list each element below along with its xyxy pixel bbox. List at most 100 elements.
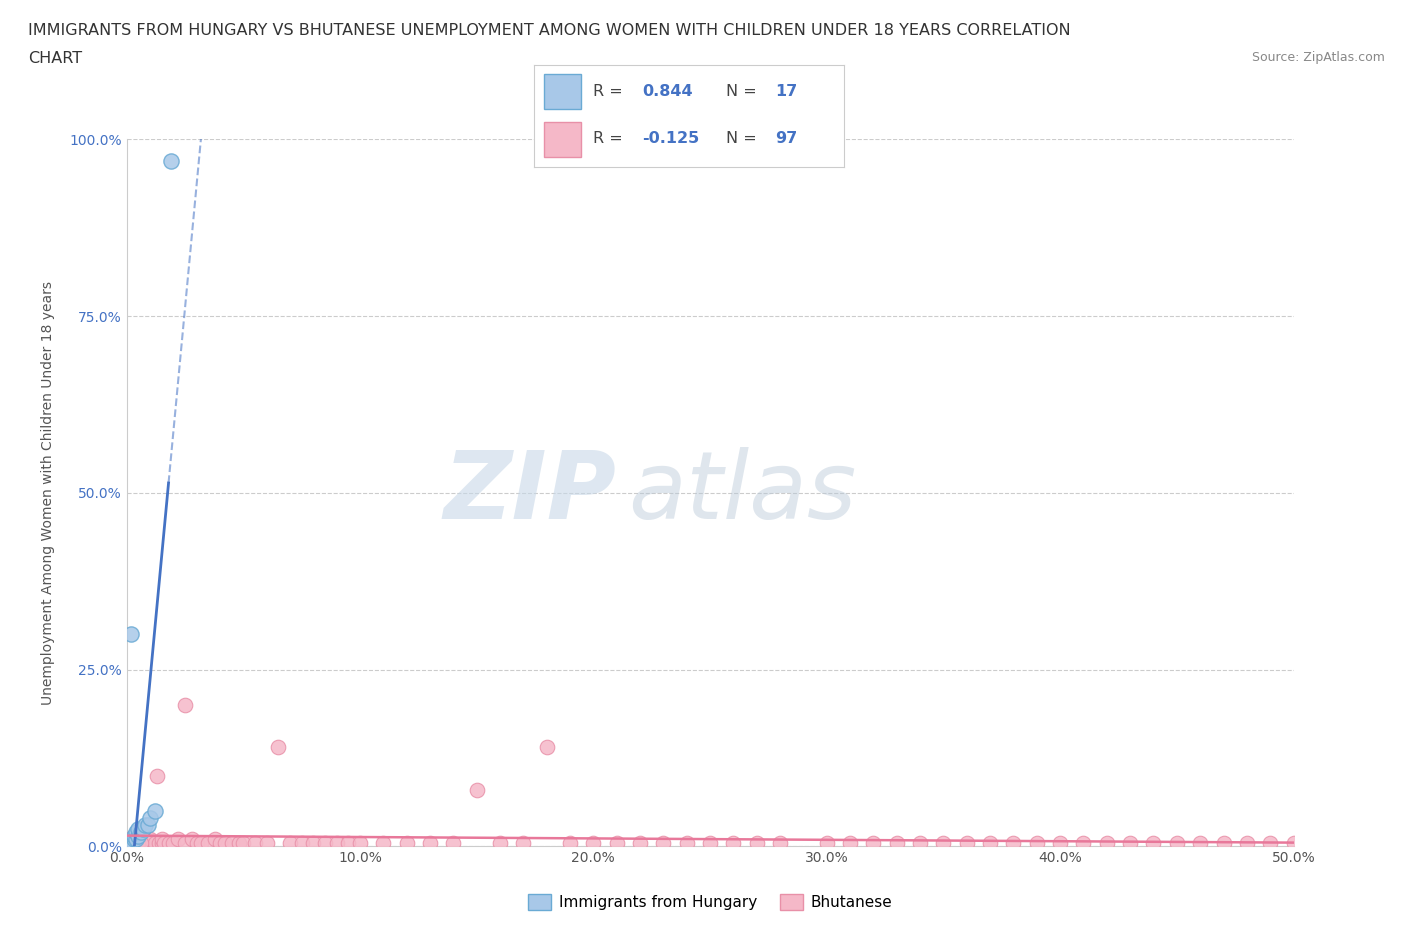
Point	[256, 835, 278, 850]
Point	[1002, 835, 1025, 850]
Point	[150, 831, 173, 846]
Point	[134, 817, 156, 832]
Point	[932, 835, 955, 850]
Y-axis label: Unemployment Among Women with Children Under 18 years: Unemployment Among Women with Children U…	[41, 281, 55, 705]
Point	[127, 821, 149, 836]
Point	[815, 835, 838, 850]
Point	[118, 835, 141, 850]
Point	[132, 835, 155, 850]
Point	[118, 831, 141, 846]
Point	[132, 831, 155, 846]
Point	[314, 835, 336, 850]
Point	[122, 829, 145, 844]
Point	[558, 835, 581, 850]
Text: CHART: CHART	[28, 51, 82, 66]
Point	[125, 835, 148, 850]
Text: 97: 97	[776, 131, 797, 146]
Point	[127, 835, 149, 850]
Point	[153, 835, 176, 850]
Point	[1236, 835, 1258, 850]
Point	[148, 835, 170, 850]
Point	[118, 835, 141, 850]
Point	[1095, 835, 1118, 850]
Point	[136, 817, 159, 832]
Point	[373, 835, 395, 850]
Point	[243, 835, 266, 850]
Point	[125, 831, 148, 846]
Point	[1073, 835, 1095, 850]
Point	[208, 835, 231, 850]
Point	[143, 804, 166, 818]
Text: atlas: atlas	[628, 447, 856, 538]
Point	[132, 821, 155, 836]
Point	[1189, 835, 1212, 850]
Point	[120, 831, 142, 846]
Point	[582, 835, 605, 850]
Point	[120, 835, 142, 850]
Point	[441, 835, 464, 850]
Point	[349, 835, 371, 850]
Point	[134, 831, 156, 846]
Point	[214, 835, 236, 850]
Point	[146, 768, 169, 783]
Point	[139, 811, 162, 826]
Point	[723, 835, 745, 850]
Point	[120, 835, 142, 850]
Legend: Immigrants from Hungary, Bhutanese: Immigrants from Hungary, Bhutanese	[522, 888, 898, 916]
Point	[127, 829, 149, 844]
Point	[122, 829, 145, 844]
Point	[908, 835, 931, 850]
Point	[512, 835, 534, 850]
Point	[125, 835, 148, 850]
Point	[162, 835, 184, 850]
Text: -0.125: -0.125	[643, 131, 700, 146]
Text: N =: N =	[725, 84, 762, 99]
Point	[699, 835, 721, 850]
Point	[150, 835, 173, 850]
Point	[956, 835, 979, 850]
Point	[1166, 835, 1188, 850]
Point	[652, 835, 675, 850]
Point	[136, 831, 159, 846]
Text: R =: R =	[593, 131, 628, 146]
Point	[197, 835, 219, 850]
Text: 0.844: 0.844	[643, 84, 693, 99]
Point	[174, 698, 197, 712]
Point	[302, 835, 325, 850]
Point	[1049, 835, 1071, 850]
Point	[1258, 835, 1281, 850]
Point	[419, 835, 441, 850]
Point	[769, 835, 792, 850]
Point	[157, 835, 180, 850]
Point	[180, 831, 202, 846]
Point	[118, 835, 141, 850]
Point	[395, 835, 418, 850]
Point	[129, 835, 152, 850]
Point	[134, 835, 156, 850]
Point	[1025, 835, 1047, 850]
Point	[232, 835, 254, 850]
Point	[267, 740, 290, 755]
Point	[160, 153, 183, 168]
Point	[1212, 835, 1234, 850]
Point	[337, 835, 360, 850]
Point	[127, 835, 149, 850]
Point	[1142, 835, 1164, 850]
Point	[120, 835, 142, 850]
Point	[979, 835, 1001, 850]
Point	[1282, 835, 1305, 850]
Point	[129, 835, 152, 850]
Point	[125, 831, 148, 846]
Text: IMMIGRANTS FROM HUNGARY VS BHUTANESE UNEMPLOYMENT AMONG WOMEN WITH CHILDREN UNDE: IMMIGRANTS FROM HUNGARY VS BHUTANESE UNE…	[28, 23, 1071, 38]
Point	[122, 835, 145, 850]
Point	[221, 835, 243, 850]
Text: N =: N =	[725, 131, 762, 146]
Point	[606, 835, 628, 850]
Point	[167, 831, 190, 846]
Point	[536, 740, 558, 755]
Point	[139, 835, 162, 850]
Text: Source: ZipAtlas.com: Source: ZipAtlas.com	[1251, 51, 1385, 64]
Point	[120, 833, 142, 848]
Text: 17: 17	[776, 84, 797, 99]
Point	[325, 835, 347, 850]
